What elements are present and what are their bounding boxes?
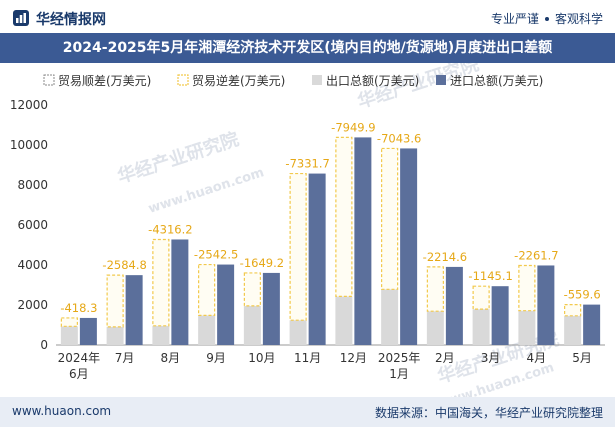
data-label: -7331.7	[285, 157, 329, 171]
title-bar: 2024-2025年5月年湘潭经济技术开发区(境内目的地/货源地)月度进出口差额	[0, 33, 615, 63]
footer-url[interactable]: www.huaon.com	[12, 404, 112, 418]
legend-label: 进口总额(万美元)	[450, 74, 543, 88]
brand-name: 华经情报网	[36, 12, 106, 28]
import-bar	[308, 173, 326, 345]
deficit-bar	[426, 266, 444, 312]
export-bar	[564, 315, 582, 345]
y-tick-label: 10000	[10, 138, 48, 152]
export-bar	[335, 296, 353, 345]
import-bar	[491, 286, 509, 345]
export-bar	[198, 315, 216, 345]
import-bar	[171, 239, 189, 345]
data-label: -1649.2	[240, 256, 284, 270]
export-bar	[289, 320, 307, 345]
import-bar	[79, 317, 97, 345]
data-label: -7949.9	[331, 120, 375, 134]
import-bar	[583, 304, 601, 345]
deficit-bar	[152, 238, 170, 327]
x-tick-label: 2025年 1月	[378, 351, 421, 381]
x-tick-label: 4月	[527, 351, 547, 365]
data-label: -2584.8	[102, 258, 146, 272]
y-tick-label: 2000	[17, 298, 48, 312]
data-label: -559.6	[564, 288, 601, 302]
deficit-bar	[518, 264, 536, 312]
legend-swatch-export	[312, 75, 322, 85]
logo-icon	[13, 10, 29, 26]
data-label: -418.3	[60, 301, 97, 315]
y-axis: 0 2000 4000 6000 8000 10000 12000	[10, 98, 605, 352]
footer-source: 数据来源：中国海关，华经产业研究院整理	[374, 406, 603, 420]
legend: 贸易顺差(万美元) 贸易逆差(万美元) 出口总额(万美元) 进口总额(万美元)	[43, 73, 543, 88]
y-tick-label: 12000	[10, 98, 48, 112]
dot-separator	[544, 16, 549, 21]
export-bar	[472, 309, 490, 345]
export-bar	[518, 310, 536, 345]
legend-label: 贸易逆差(万美元)	[192, 73, 285, 88]
x-tick-label: 11月	[294, 351, 321, 365]
x-tick-label: 2月	[435, 351, 455, 365]
deficit-bar	[472, 285, 490, 310]
y-tick-label: 4000	[17, 258, 48, 272]
x-tick-label: 2024年 6月	[58, 351, 101, 381]
x-tick-label: 3月	[481, 351, 501, 365]
data-labels: -418.3 -2584.8 -4316.2-2542.5-1649.2 -7331.…	[60, 120, 600, 315]
x-axis: 2024年 6月 7月 8月 9月 10月 11月 12月 2025年 1月 2月 3月 4月 5月	[58, 351, 592, 381]
export-bar	[426, 311, 444, 345]
deficit-bar	[289, 172, 307, 321]
deficit-bar	[381, 147, 399, 290]
data-label: -2214.6	[423, 250, 467, 264]
import-bar	[125, 275, 143, 345]
deficit-bar	[60, 317, 78, 327]
x-tick-label: 7月	[115, 351, 135, 365]
tagline-1: 专业严谨	[490, 12, 539, 26]
legend-swatch-surplus	[43, 74, 55, 86]
deficit-bar	[564, 304, 582, 317]
export-bar	[60, 326, 78, 345]
legend-label: 贸易顺差(万美元)	[58, 74, 151, 88]
data-label: -2261.7	[514, 248, 558, 262]
legend-swatch-deficit	[177, 74, 189, 86]
import-bar	[445, 266, 463, 345]
deficit-bar	[335, 136, 353, 298]
x-tick-label: 9月	[206, 351, 226, 365]
top-bar: 华经情报网 专业严谨 客观科学	[0, 0, 615, 36]
y-tick-label: 8000	[17, 178, 48, 192]
export-bar	[152, 325, 170, 345]
import-bar	[354, 137, 372, 345]
data-label: -4316.2	[148, 222, 192, 236]
import-bar	[262, 272, 280, 345]
export-bar	[106, 326, 124, 345]
deficit-bar	[106, 274, 124, 328]
legend-swatch-import	[436, 75, 446, 85]
footer: www.huaon.com 数据来源：中国海关，华经产业研究院整理	[0, 397, 615, 427]
y-tick-label: 6000	[17, 218, 48, 232]
bars	[60, 136, 601, 345]
data-label: -2542.5	[194, 248, 238, 262]
x-tick-label: 10月	[248, 351, 275, 365]
chart-title: 2024-2025年5月年湘潭经济技术开发区(境内目的地/货源地)月度进出口差额	[62, 40, 553, 56]
data-label: -1145.1	[468, 269, 512, 283]
chart: 华经产业研究院 华经产业研究院 华经产业研究院 www.huaon.com ww…	[10, 63, 605, 397]
x-tick-label: 8月	[161, 351, 181, 365]
x-tick-label: 5月	[572, 351, 592, 365]
deficit-bar	[243, 272, 261, 307]
deficit-bar	[198, 263, 216, 317]
tagline: 专业严谨 客观科学	[491, 10, 603, 27]
export-bar	[243, 305, 261, 345]
import-bar	[217, 264, 235, 345]
export-bar	[381, 289, 399, 345]
tagline-2: 客观科学	[554, 12, 603, 26]
legend-label: 出口总额(万美元)	[326, 74, 419, 88]
import-bar	[400, 148, 418, 345]
y-tick-label: 0	[40, 338, 48, 352]
data-label: -7043.6	[377, 131, 421, 145]
x-tick-label: 12月	[340, 351, 367, 365]
import-bar	[537, 265, 555, 345]
